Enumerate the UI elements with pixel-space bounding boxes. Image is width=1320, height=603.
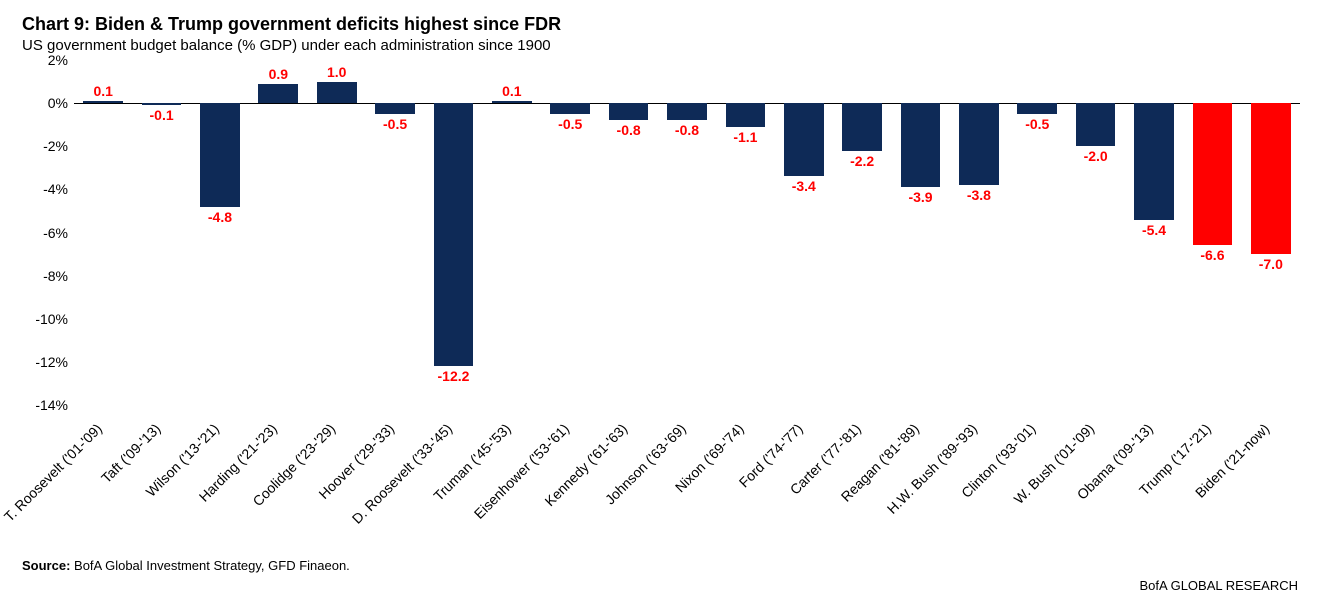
bar	[550, 103, 590, 114]
bar-slot: -3.4	[775, 60, 833, 405]
bar-slot: -2.0	[1066, 60, 1124, 405]
bar-slot: -4.8	[191, 60, 249, 405]
y-tick-label: -4%	[43, 181, 74, 197]
bar	[842, 103, 882, 150]
bar-slot: -0.5	[366, 60, 424, 405]
bar	[258, 84, 298, 103]
bar-slot: -1.1	[716, 60, 774, 405]
y-tick-label: -14%	[35, 397, 74, 413]
bar-value-label: -2.2	[850, 153, 874, 169]
bar	[1134, 103, 1174, 219]
y-tick-label: -8%	[43, 268, 74, 284]
bar	[1251, 103, 1291, 254]
brand-attribution: BofA GLOBAL RESEARCH	[1140, 578, 1298, 593]
bar-value-label: -5.4	[1142, 222, 1166, 238]
bar-value-label: -3.4	[792, 178, 816, 194]
y-tick-label: -2%	[43, 138, 74, 154]
bar-value-label: -0.8	[617, 122, 641, 138]
x-axis-labels: T. Roosevelt ('01-'09)Taft ('09-'13)Wils…	[74, 414, 1300, 554]
chart-title-text: Biden & Trump government deficits highes…	[95, 14, 561, 34]
bar	[784, 103, 824, 176]
bar-slot: -3.9	[891, 60, 949, 405]
bar-slot: 0.1	[74, 60, 132, 405]
y-tick-label: -10%	[35, 311, 74, 327]
bar-value-label: 0.9	[269, 66, 288, 82]
bar-slot: -0.1	[132, 60, 190, 405]
bar-slot: -0.8	[658, 60, 716, 405]
x-axis-label: T. Roosevelt ('01-'09)	[1, 420, 105, 524]
bar	[200, 103, 240, 207]
bar-value-label: -0.5	[383, 116, 407, 132]
bar-value-label: -2.0	[1084, 148, 1108, 164]
bar-value-label: 0.1	[93, 83, 112, 99]
y-tick-label: 2%	[48, 52, 74, 68]
chart-source: Source: BofA Global Investment Strategy,…	[22, 558, 350, 573]
bar-value-label: 1.0	[327, 64, 346, 80]
bar-value-label: -3.8	[967, 187, 991, 203]
bar	[375, 103, 415, 114]
bar-value-label: -0.1	[150, 107, 174, 123]
bar	[1017, 103, 1057, 114]
bar-slot: -0.8	[599, 60, 657, 405]
bar-value-label: -0.5	[558, 116, 582, 132]
bar-slot: -12.2	[424, 60, 482, 405]
chart-container: Chart 9: Biden & Trump government defici…	[0, 0, 1320, 603]
bar	[667, 103, 707, 120]
bar	[83, 101, 123, 103]
bar-slot: -3.8	[950, 60, 1008, 405]
bar-value-label: -4.8	[208, 209, 232, 225]
chart-title-prefix: Chart 9:	[22, 14, 95, 34]
bar-slot: -0.5	[541, 60, 599, 405]
chart-plot-area: 2%0%-2%-4%-6%-8%-10%-12%-14%0.1-0.1-4.80…	[74, 60, 1300, 405]
chart-title: Chart 9: Biden & Trump government defici…	[22, 14, 1298, 35]
bar	[142, 103, 182, 105]
bar-value-label: -0.8	[675, 122, 699, 138]
bar-slot: 0.1	[483, 60, 541, 405]
bar-slot: -0.5	[1008, 60, 1066, 405]
bar	[901, 103, 941, 187]
bar-slot: -7.0	[1242, 60, 1300, 405]
bar-value-label: -12.2	[438, 368, 470, 384]
bar-slot: 1.0	[308, 60, 366, 405]
bar	[492, 101, 532, 103]
bar	[609, 103, 649, 120]
bar	[1076, 103, 1116, 146]
chart-subtitle: US government budget balance (% GDP) und…	[22, 37, 1298, 54]
source-label: Source:	[22, 558, 70, 573]
bar	[959, 103, 999, 185]
bar-value-label: -7.0	[1259, 256, 1283, 272]
y-tick-label: 0%	[48, 95, 74, 111]
bar-value-label: -1.1	[733, 129, 757, 145]
y-tick-label: -12%	[35, 354, 74, 370]
source-text: BofA Global Investment Strategy, GFD Fin…	[70, 558, 349, 573]
bar-value-label: -6.6	[1200, 247, 1224, 263]
bar	[726, 103, 766, 127]
bar-slot: -6.6	[1183, 60, 1241, 405]
bar-value-label: 0.1	[502, 83, 521, 99]
bar	[1193, 103, 1233, 245]
bar	[434, 103, 474, 366]
y-tick-label: -6%	[43, 225, 74, 241]
bar	[317, 82, 357, 104]
bar-slot: -2.2	[833, 60, 891, 405]
bar-slot: -5.4	[1125, 60, 1183, 405]
bar-value-label: -0.5	[1025, 116, 1049, 132]
bar-slot: 0.9	[249, 60, 307, 405]
x-axis-label: D. Roosevelt ('33-'45)	[349, 420, 455, 526]
bar-value-label: -3.9	[908, 189, 932, 205]
